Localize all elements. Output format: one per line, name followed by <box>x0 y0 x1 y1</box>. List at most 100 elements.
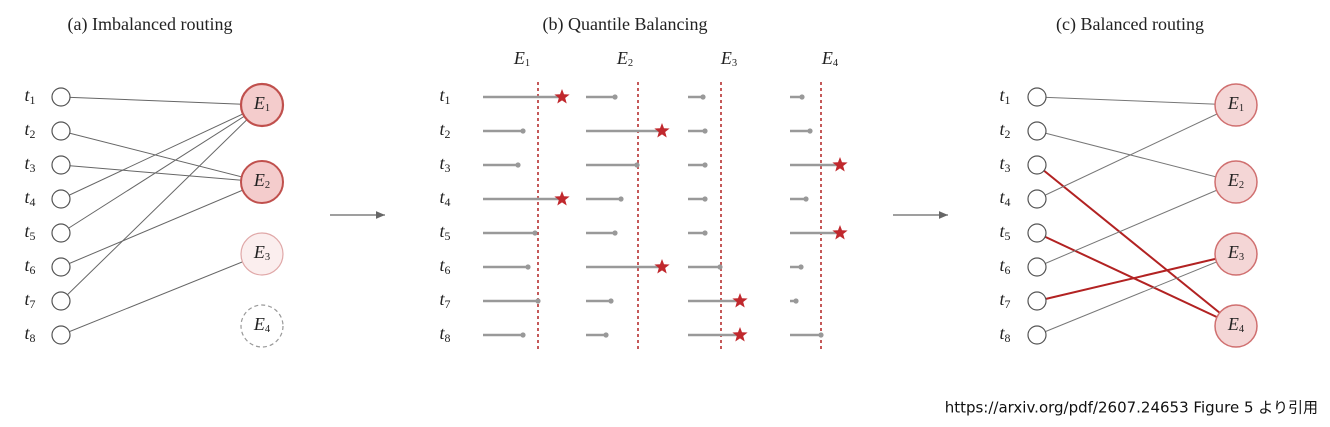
label-index: 4 <box>1005 195 1011 209</box>
label-letter: t <box>440 221 446 241</box>
score-dot <box>807 128 813 134</box>
label-letter: t <box>25 153 31 173</box>
score-dot <box>793 298 799 304</box>
edge <box>60 104 263 234</box>
score-dot <box>618 196 624 202</box>
expert-node <box>240 160 284 204</box>
token-label: t8 <box>25 323 36 345</box>
edge <box>60 253 263 336</box>
selected-star <box>832 225 848 240</box>
selected-star <box>654 259 670 274</box>
token-node <box>51 257 71 277</box>
edge <box>1036 253 1237 302</box>
label-letter: E <box>616 48 628 68</box>
label-index: 7 <box>1005 297 1011 311</box>
label-index: 3 <box>445 161 451 175</box>
panel-title: (a) Imbalanced routing <box>68 14 233 35</box>
label-letter: E <box>253 93 265 113</box>
label-letter: t <box>1000 255 1006 275</box>
label-letter: t <box>440 187 446 207</box>
edge <box>1036 130 1237 183</box>
token-label: t4 <box>440 187 451 209</box>
token-node <box>1027 189 1047 209</box>
token-label: t7 <box>1000 289 1011 311</box>
token-node <box>1027 155 1047 175</box>
label-index: 8 <box>445 331 451 345</box>
label-letter: E <box>1227 170 1239 190</box>
expert-node <box>239 82 285 128</box>
token-label: t4 <box>25 187 36 209</box>
token-node <box>1027 121 1047 141</box>
edge <box>60 130 263 183</box>
label-index: 3 <box>1005 161 1011 175</box>
label-letter: t <box>25 289 31 309</box>
score-dot <box>535 298 541 304</box>
token-label: t6 <box>440 255 451 277</box>
label-index: 6 <box>1005 263 1011 277</box>
token-label: t5 <box>1000 221 1011 243</box>
score-dot <box>520 128 526 134</box>
token-node <box>51 223 71 243</box>
label-letter: E <box>513 48 525 68</box>
label-index: 6 <box>445 263 451 277</box>
label-letter: E <box>1227 93 1239 113</box>
label-index: 3 <box>732 58 737 69</box>
label-index: 1 <box>445 93 451 107</box>
label-letter: t <box>440 153 446 173</box>
expert-label: E1 <box>253 93 270 114</box>
expert-label: E1 <box>513 48 530 69</box>
label-letter: E <box>1227 314 1239 334</box>
score-dot <box>603 332 609 338</box>
label-letter: t <box>1000 119 1006 139</box>
token-label: t2 <box>25 119 36 141</box>
label-index: 5 <box>445 229 451 243</box>
expert-label: E2 <box>253 170 270 191</box>
label-letter: t <box>1000 187 1006 207</box>
selected-star <box>732 327 748 342</box>
token-label: t8 <box>440 323 451 345</box>
label-index: 5 <box>1005 229 1011 243</box>
token-node <box>51 87 71 107</box>
token-label: t7 <box>25 289 36 311</box>
token-label: t3 <box>1000 153 1011 175</box>
label-letter: t <box>440 85 446 105</box>
token-label: t6 <box>25 255 36 277</box>
label-index: 4 <box>833 58 839 69</box>
token-label: t2 <box>1000 119 1011 141</box>
score-dot <box>515 162 521 168</box>
label-letter: t <box>440 255 446 275</box>
token-label: t1 <box>1000 85 1011 107</box>
selected-star <box>832 157 848 172</box>
label-letter: E <box>821 48 833 68</box>
token-node <box>1027 223 1047 243</box>
label-letter: t <box>25 323 31 343</box>
score-dot <box>520 332 526 338</box>
edge <box>1036 96 1237 106</box>
score-dot <box>532 230 538 236</box>
label-letter: E <box>253 314 265 334</box>
label-index: 7 <box>445 297 451 311</box>
label-index: 1 <box>1005 93 1011 107</box>
score-dot <box>702 128 708 134</box>
label-index: 3 <box>265 252 270 263</box>
score-dot <box>702 230 708 236</box>
edge <box>1036 164 1237 327</box>
token-node <box>1027 325 1047 345</box>
score-dot <box>818 332 824 338</box>
token-label: t3 <box>25 153 36 175</box>
token-label: t7 <box>440 289 451 311</box>
label-letter: t <box>1000 153 1006 173</box>
label-letter: E <box>720 48 732 68</box>
token-label: t1 <box>25 85 36 107</box>
label-index: 2 <box>1005 127 1011 141</box>
edge <box>60 104 263 200</box>
label-index: 4 <box>265 324 271 335</box>
label-index: 2 <box>628 58 633 69</box>
label-letter: E <box>253 242 265 262</box>
label-index: 5 <box>30 229 36 243</box>
label-index: 3 <box>30 161 36 175</box>
citation: https://arxiv.org/pdf/2607.24653 Figure … <box>945 399 1318 417</box>
label-index: 2 <box>1239 180 1244 191</box>
panel-title: (b) Quantile Balancing <box>543 14 708 35</box>
expert-label: E2 <box>616 48 633 69</box>
